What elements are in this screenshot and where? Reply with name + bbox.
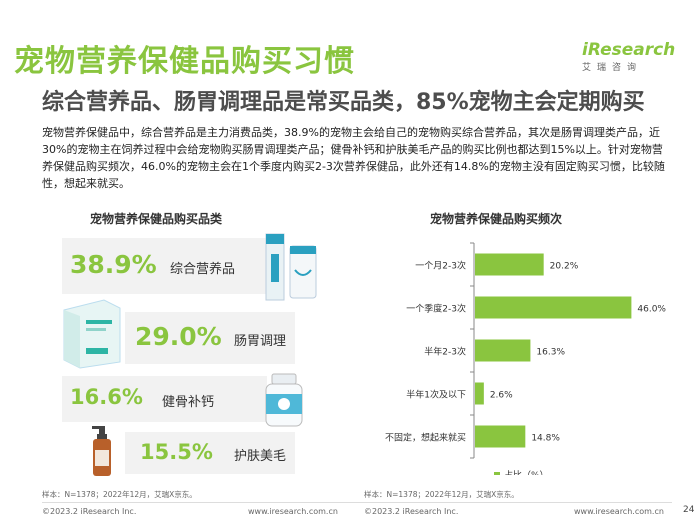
category-label: 一个月2-3次 [415,260,466,272]
value-label: 16.3% [536,348,565,358]
bar [475,253,544,276]
footer-right-copyright: ©2023.2 iResearch Inc. [364,507,459,516]
iresearch-logo: iResearch 艾瑞咨询 [582,40,676,74]
pct-item-1: 38.9% [70,250,157,279]
category-label: 半年1次及以下 [406,389,466,401]
product-box-tube-image [265,233,317,301]
bar [475,339,531,362]
value-label: 20.2% [550,262,579,272]
value-label: 14.8% [531,434,560,444]
skin-care-pump-bottle-image [92,426,111,476]
label-item-3: 健骨补钙 [162,395,215,410]
bar [475,425,526,448]
right-panel-title: 宠物营养保健品购买频次 [430,212,563,226]
page-subtitle: 综合营养品、肠胃调理品是常买品类，85%宠物主会定期购买 [42,90,645,115]
bar [475,296,632,319]
probiotic-box-image [63,299,121,369]
footer-left-copyright: ©2023.2 iResearch Inc. [42,507,137,516]
category-label: 不固定，想起来就买 [385,432,466,444]
item-band-2 [125,312,295,364]
pct-item-2: 29.0% [135,322,222,351]
bar [475,382,484,405]
value-label: 46.0% [637,305,666,315]
page-number: 24 [683,505,695,515]
footer-divider [42,502,672,503]
legend-swatch [494,472,500,475]
item-band-1 [62,238,272,294]
pct-item-3: 16.6% [70,385,143,409]
pct-item-4: 15.5% [140,440,213,464]
category-label: 一个季度2-3次 [406,303,466,315]
description-text: 宠物营养保健品中，综合营养品是主力消费品类，38.9%的宠物主会给自己的宠物购买… [42,126,665,190]
left-panel-title: 宠物营养保健品购买品类 [90,212,223,226]
label-item-4: 护肤美毛 [234,449,287,464]
footer-right-url: www.iresearch.com.cn [574,507,664,516]
right-sample-note: 样本：N=1378；2022年12月，艾瑞X京东。 [364,490,519,499]
legend-label: 占比（%） [504,469,549,475]
page-title: 宠物营养保健品购买习惯 [14,44,355,79]
footer-left-url: www.iresearch.com.cn [248,507,338,516]
category-label: 半年2-3次 [424,346,466,358]
label-item-2: 肠胃调理 [234,334,287,349]
value-label: 2.6% [490,391,513,401]
label-item-1: 综合营养品 [170,262,236,277]
item-band-3 [62,376,267,422]
frequency-bar-chart: 一个月2-3次 20.2% 一个季度2-3次 46.0% 半年2-3次 16.3% 半年1次… [385,242,666,475]
logo-cn: 艾瑞咨询 [582,63,643,73]
logo-brand: iResearch [582,40,676,60]
calcium-bottle-image [265,373,303,427]
left-sample-note: 样本：N=1378；2022年12月，艾瑞X京东。 [42,490,197,499]
item-band-4 [125,432,295,474]
